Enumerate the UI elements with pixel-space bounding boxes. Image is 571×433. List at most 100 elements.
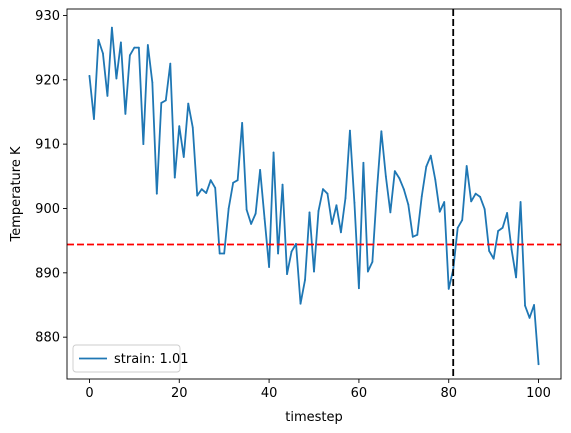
data-point	[483, 208, 486, 211]
data-point	[142, 143, 145, 146]
data-point	[344, 197, 347, 200]
data-point	[169, 62, 172, 65]
data-point	[205, 192, 208, 194]
legend-box	[72, 344, 181, 373]
data-point	[340, 231, 342, 234]
data-point	[133, 46, 136, 49]
data-point	[160, 102, 163, 104]
data-point	[497, 230, 500, 232]
data-point	[295, 242, 297, 245]
data-point	[362, 161, 365, 164]
data-point	[349, 129, 351, 132]
y-tick-label: 930	[35, 9, 60, 24]
y-tick-label: 920	[35, 73, 60, 88]
data-point	[277, 252, 279, 255]
data-point	[151, 81, 154, 84]
data-point	[384, 175, 387, 178]
data-point	[259, 168, 262, 171]
data-point	[358, 287, 360, 290]
axis-ticks: 0 20 40 60 80 100 880 890 900 910 920 930	[35, 9, 551, 401]
data-point	[506, 212, 509, 214]
data-point	[389, 211, 392, 214]
data-point	[416, 233, 419, 236]
data-point	[322, 188, 324, 191]
x-tick-label: 20	[171, 386, 188, 401]
data-point	[371, 260, 374, 263]
data-point	[102, 52, 104, 55]
data-point	[425, 165, 428, 168]
data-point	[456, 226, 459, 229]
data-point	[250, 223, 253, 225]
x-tick-label: 40	[261, 386, 278, 401]
data-point	[263, 217, 266, 220]
data-point	[474, 192, 477, 195]
data-point	[375, 190, 378, 193]
data-point	[128, 54, 131, 57]
data-point	[331, 223, 333, 225]
y-tick-label: 880	[35, 331, 60, 346]
data-point	[443, 201, 446, 203]
data-point	[281, 183, 284, 186]
data-point	[533, 304, 535, 306]
data-point	[380, 130, 383, 133]
data-point	[420, 195, 423, 198]
x-tick-label: 60	[351, 386, 368, 401]
data-point	[402, 188, 405, 191]
data-point	[245, 208, 248, 211]
data-point	[268, 266, 270, 268]
data-point	[501, 226, 504, 229]
data-point	[393, 170, 396, 173]
data-point	[115, 77, 118, 80]
data-point	[308, 211, 311, 214]
data-point	[232, 181, 235, 184]
data-point	[286, 273, 288, 276]
data-point	[438, 210, 441, 213]
data-point	[164, 99, 167, 102]
data-point	[196, 194, 199, 197]
data-point	[254, 212, 257, 215]
data-point	[137, 46, 140, 49]
data-point	[209, 179, 212, 182]
data-point	[407, 203, 410, 206]
data-point	[227, 207, 230, 210]
data-point	[119, 41, 122, 44]
data-point	[317, 210, 320, 212]
data-point	[272, 151, 275, 154]
data-point	[326, 192, 329, 195]
data-point	[519, 201, 522, 203]
data-point	[88, 75, 91, 77]
y-tick-label: 910	[35, 138, 60, 153]
data-point	[335, 204, 338, 207]
x-tick-label: 100	[526, 386, 551, 401]
x-axis-label: timestep	[285, 410, 343, 425]
data-point	[434, 178, 437, 181]
data-point	[182, 156, 185, 158]
axes-frame	[66, 8, 562, 380]
data-point	[178, 125, 181, 128]
data-point	[461, 219, 464, 221]
data-point	[106, 94, 109, 97]
data-point	[488, 250, 491, 252]
data-point	[429, 154, 432, 157]
data-point	[492, 257, 495, 260]
data-point	[470, 200, 473, 203]
data-point	[124, 112, 127, 115]
data-point	[97, 38, 100, 41]
data-point	[537, 363, 540, 366]
data-point	[111, 26, 113, 29]
y-axis-label: Temperature K	[9, 146, 24, 242]
legend: strain: 1.01	[72, 344, 189, 373]
data-point	[223, 252, 226, 255]
data-point	[304, 279, 306, 281]
y-tick-label: 890	[35, 266, 60, 281]
data-point	[313, 270, 315, 273]
x-tick-label: 80	[440, 386, 457, 401]
data-point	[510, 248, 513, 251]
legend-label: strain: 1.01	[114, 352, 189, 367]
data-point	[353, 201, 356, 204]
data-point	[411, 235, 414, 238]
data-point	[155, 192, 158, 195]
data-point	[290, 250, 293, 253]
data-point	[299, 302, 302, 305]
